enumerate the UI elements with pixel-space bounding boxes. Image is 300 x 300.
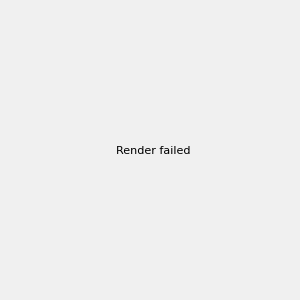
Text: Render failed: Render failed (116, 146, 191, 157)
